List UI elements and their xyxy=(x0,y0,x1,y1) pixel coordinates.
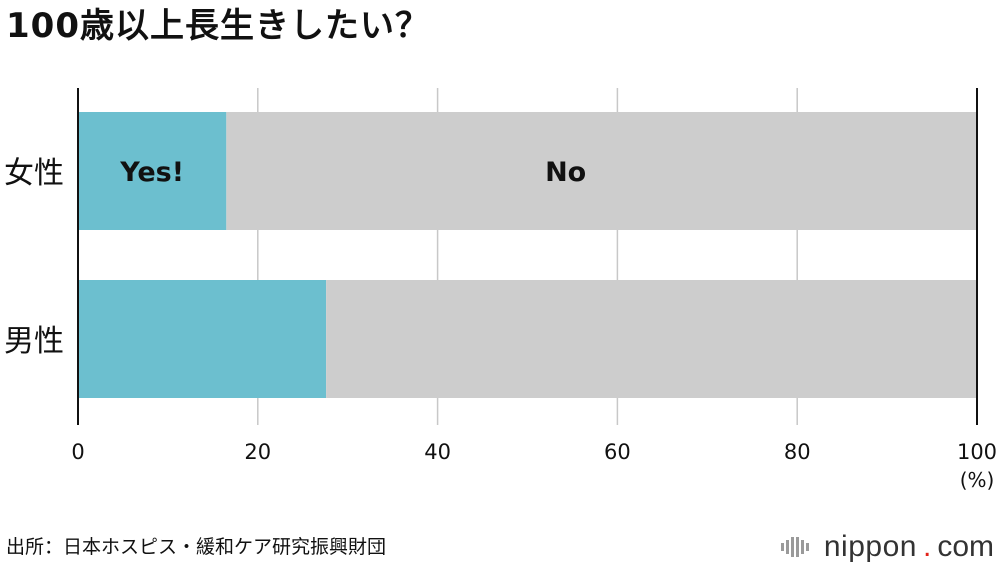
bar-segment xyxy=(326,280,977,398)
brand-dot: . xyxy=(922,530,932,563)
series-label: No xyxy=(545,157,586,188)
bar-segment xyxy=(78,280,327,398)
x-tick-label: 100 xyxy=(957,440,997,464)
nippon-com-logo: nippon. com xyxy=(780,532,994,562)
bar-segment xyxy=(226,112,977,230)
x-tick-label: 40 xyxy=(424,440,451,464)
x-tick-label: 0 xyxy=(71,440,84,464)
x-tick-label: 20 xyxy=(244,440,271,464)
bars xyxy=(78,112,977,398)
brand-tld: com xyxy=(937,530,994,563)
brand-mark-icon xyxy=(780,537,809,557)
category-label: 男性 xyxy=(4,324,64,359)
data-labels: Yes! No xyxy=(119,157,586,188)
series-label: Yes! xyxy=(119,157,184,188)
x-tick-label: 60 xyxy=(604,440,631,464)
chart-title: 100歳以上長生きしたい？ xyxy=(6,6,430,46)
category-label: 女性 xyxy=(4,156,64,191)
x-tick-label: 80 xyxy=(784,440,811,464)
brand-name: nippon xyxy=(823,530,917,563)
bar-segment xyxy=(78,112,227,230)
source-note: 出所：日本ホスピス・緩和ケア研究振興財団 xyxy=(6,536,387,558)
x-unit-label: (%) xyxy=(960,468,995,492)
